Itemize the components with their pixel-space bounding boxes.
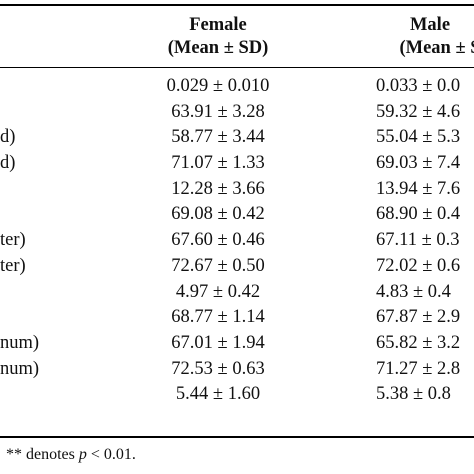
table-row: num) 67.01 ± 1.94 65.82 ± 3.2	[0, 331, 474, 357]
male-value: 4.83 ± 0.4	[376, 281, 451, 302]
table-row: 68.77 ± 1.14 67.87 ± 2.9	[0, 305, 474, 331]
table-body: 0.029 ± 0.010 0.033 ± 0.0 63.91 ± 3.28 5…	[0, 74, 474, 408]
table-row: 0.029 ± 0.010 0.033 ± 0.0	[0, 74, 474, 100]
male-value: 5.38 ± 0.8	[376, 384, 451, 405]
table-row: d) 58.77 ± 3.44 55.04 ± 5.3	[0, 125, 474, 151]
male-value: 67.11 ± 0.3	[376, 230, 460, 251]
female-value: 67.60 ± 0.46	[171, 230, 265, 251]
header-rule	[0, 67, 474, 68]
male-subheader: (Mean ± S	[399, 38, 474, 58]
female-value: 63.91 ± 3.28	[171, 101, 265, 122]
male-value: 13.94 ± 7.6	[376, 178, 461, 199]
male-value: 72.02 ± 0.6	[376, 255, 461, 276]
male-value: 0.033 ± 0.0	[376, 76, 461, 96]
male-value: 69.03 ± 7.4	[376, 153, 461, 174]
male-header: Male	[409, 15, 451, 35]
male-value: 68.90 ± 0.4	[376, 204, 461, 225]
female-value: 69.08 ± 0.42	[171, 204, 265, 225]
footnote-prefix: ** denotes	[6, 446, 79, 463]
male-value: 55.04 ± 5.3	[376, 127, 461, 148]
male-value: 67.87 ± 2.9	[376, 307, 461, 328]
female-value: 68.77 ± 1.14	[171, 307, 265, 328]
table-row: 5.44 ± 1.60 5.38 ± 0.8	[0, 382, 474, 408]
row-label: d)	[0, 153, 16, 174]
table-footnote: ** denotes p < 0.01.	[6, 446, 136, 464]
row-label: d)	[0, 127, 16, 148]
table-row: ter) 72.67 ± 0.50 72.02 ± 0.6	[0, 254, 474, 280]
female-value: 58.77 ± 3.44	[171, 127, 265, 148]
table-row: num) 72.53 ± 0.63 71.27 ± 2.8	[0, 357, 474, 383]
table-row: ter) 67.60 ± 0.46 67.11 ± 0.3	[0, 228, 474, 254]
male-value: 59.32 ± 4.6	[376, 101, 461, 122]
female-value: 12.28 ± 3.66	[171, 178, 265, 199]
row-label: ter)	[0, 255, 26, 276]
female-value: 5.44 ± 1.60	[175, 384, 261, 405]
footnote-p-symbol: p	[78, 446, 87, 463]
female-value: 72.67 ± 0.50	[171, 255, 265, 276]
table-row: 4.97 ± 0.42 4.83 ± 0.4	[0, 280, 474, 306]
table-row: 12.28 ± 3.66 13.94 ± 7.6	[0, 177, 474, 203]
top-rule	[0, 4, 474, 6]
female-header: Female	[189, 15, 247, 35]
footnote-suffix: < 0.01.	[86, 446, 136, 463]
female-value: 71.07 ± 1.33	[171, 153, 265, 174]
female-subheader: (Mean ± SD)	[167, 38, 269, 58]
row-label: num)	[0, 332, 40, 353]
table-row: 69.08 ± 0.42 68.90 ± 0.4	[0, 202, 474, 228]
male-value: 65.82 ± 3.2	[376, 332, 461, 353]
table-row: 63.91 ± 3.28 59.32 ± 4.6	[0, 100, 474, 126]
female-value: 72.53 ± 0.63	[171, 358, 265, 379]
female-value: 0.029 ± 0.010	[166, 76, 270, 96]
row-label: num)	[0, 358, 40, 379]
female-value: 4.97 ± 0.42	[175, 281, 261, 302]
male-value: 71.27 ± 2.8	[376, 358, 461, 379]
female-value: 67.01 ± 1.94	[171, 332, 265, 353]
row-label: ter)	[0, 230, 26, 251]
bottom-rule	[0, 436, 474, 438]
table-row: d) 71.07 ± 1.33 69.03 ± 7.4	[0, 151, 474, 177]
